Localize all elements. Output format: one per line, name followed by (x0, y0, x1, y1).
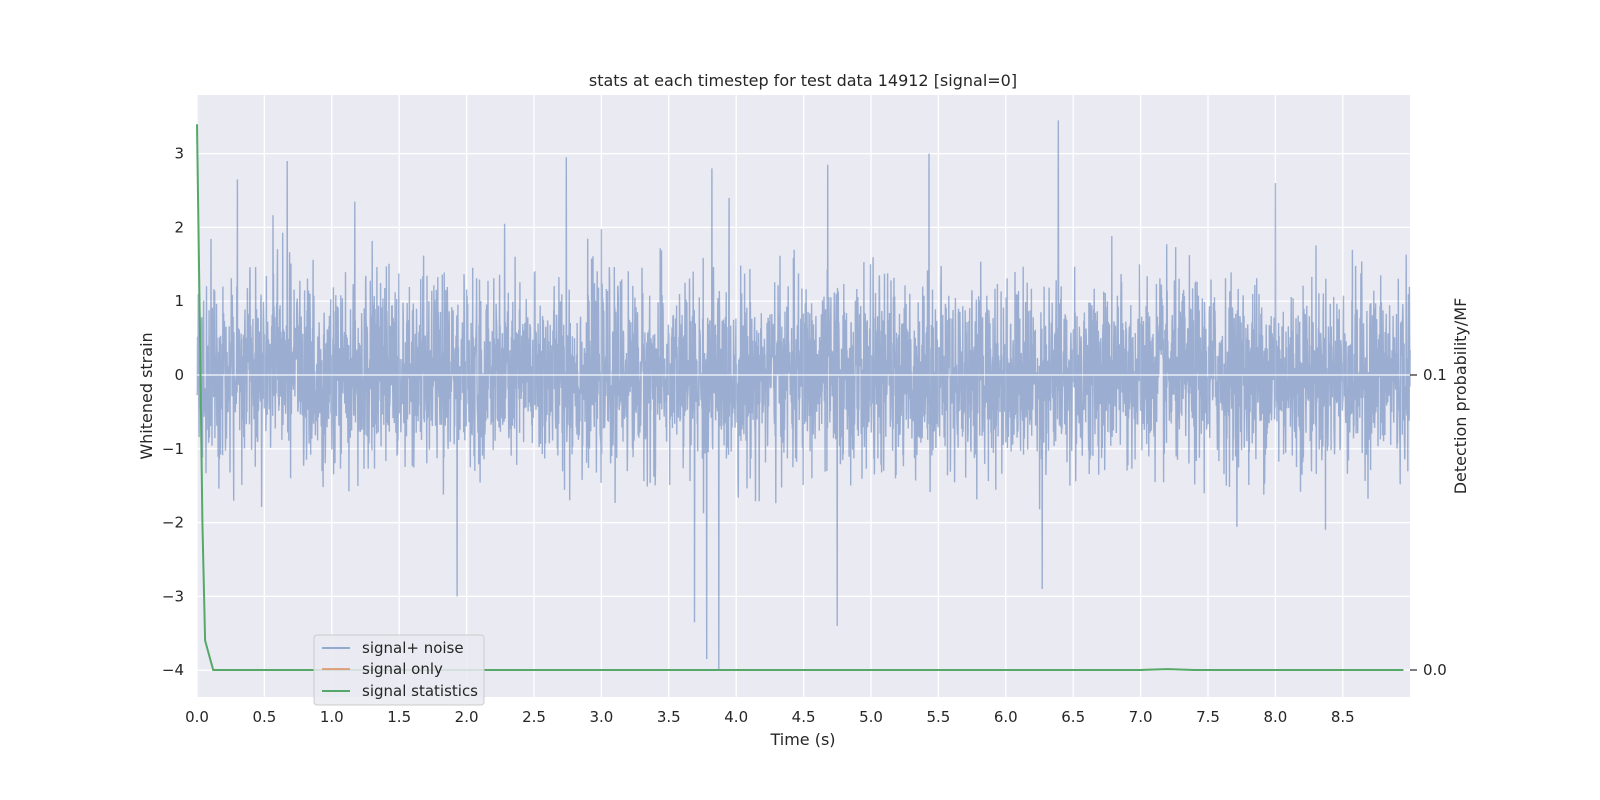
x-tick-label: 3.0 (589, 708, 613, 726)
noise-layer (196, 120, 1411, 671)
x-axis-label: Time (s) (769, 730, 835, 749)
y-tick-label: 2 (174, 218, 184, 236)
x-tick-label: 1.0 (320, 708, 344, 726)
legend-box (313, 634, 485, 706)
x-tick-label: 5.5 (926, 708, 950, 726)
y-tick-label: −2 (162, 514, 184, 532)
statistics-layer (196, 124, 1404, 671)
x-tick-label: 8.5 (1331, 708, 1355, 726)
x-tick-label: 0.0 (185, 708, 209, 726)
legend-label-signal-only: signal only (362, 660, 443, 678)
x-tick-label: 6.5 (1061, 708, 1085, 726)
series-signal-statistics-line (196, 124, 1404, 671)
y-axis-label-right: Detection probability/MF (1451, 298, 1470, 495)
x-tick-label: 7.0 (1129, 708, 1153, 726)
x-tick-label: 2.5 (522, 708, 546, 726)
y-axis-right: 0.1 0.0 (1410, 366, 1447, 679)
y-axis-left: 3 2 1 0 −1 −2 −3 −4 (162, 145, 184, 680)
y-tick-label: −3 (162, 587, 184, 605)
x-tick-label: 7.5 (1196, 708, 1220, 726)
legend: signal+ noise signal only signal statist… (313, 634, 485, 706)
y-tick-label: 3 (174, 145, 184, 163)
x-tick-label: 4.5 (792, 708, 816, 726)
x-axis: 0.0 0.5 1.0 1.5 2.0 2.5 3.0 3.5 4.0 4.5 5.0 5.5 6.0 6… (185, 708, 1355, 726)
x-tick-label: 3.5 (657, 708, 681, 726)
series-signal-noise-line (196, 120, 1411, 671)
x-tick-label: 1.5 (387, 708, 411, 726)
y-axis-label: Whitened strain (137, 332, 156, 459)
chart-title: stats at each timestep for test data 149… (589, 71, 1017, 90)
y-tick-label: 1 (174, 292, 184, 310)
y-tick-label: 0 (174, 366, 184, 384)
x-tick-label: 5.0 (859, 708, 883, 726)
x-tick-label: 4.0 (724, 708, 748, 726)
y-tick-label: −4 (162, 661, 184, 679)
legend-label-signal-noise: signal+ noise (362, 639, 464, 657)
right-tick-label: 0.0 (1423, 661, 1447, 679)
y-tick-label: −1 (162, 440, 184, 458)
right-tick-label: 0.1 (1423, 366, 1447, 384)
legend-label-signal-statistics: signal statistics (362, 682, 478, 700)
x-tick-label: 6.0 (994, 708, 1018, 726)
x-tick-label: 8.0 (1263, 708, 1287, 726)
x-tick-label: 2.0 (455, 708, 479, 726)
x-tick-label: 0.5 (252, 708, 276, 726)
